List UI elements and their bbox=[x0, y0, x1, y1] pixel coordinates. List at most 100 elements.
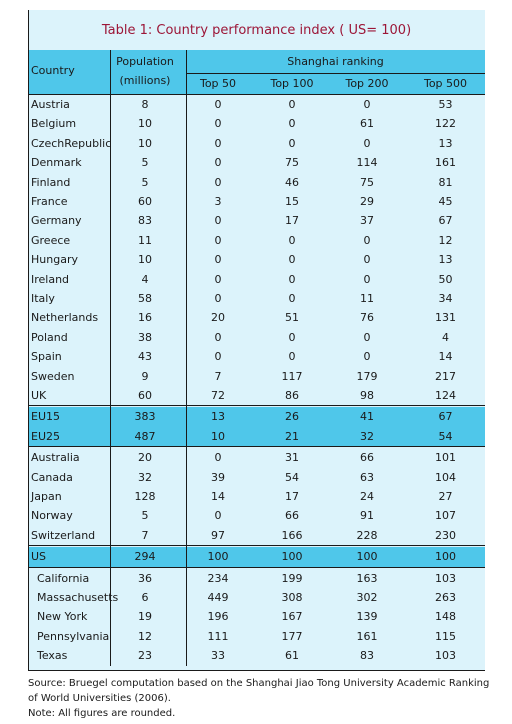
cell-top100: 0 bbox=[288, 292, 296, 305]
cell-top200: 24 bbox=[360, 490, 374, 503]
cell-top50: 13 bbox=[211, 410, 225, 424]
header-rule bbox=[29, 94, 485, 95]
cell-top500: 101 bbox=[435, 451, 456, 465]
cell-top500: 12 bbox=[438, 233, 453, 247]
column-rule bbox=[186, 50, 187, 666]
cell-name: Massachusetts bbox=[37, 591, 119, 604]
cell-top50: 0 bbox=[214, 98, 222, 111]
cell-top500: 13 bbox=[438, 253, 453, 267]
table-row: Canada 32 39 54 63 104 bbox=[29, 468, 485, 487]
cell-name: US bbox=[31, 550, 47, 564]
cell-top50: 196 bbox=[207, 610, 229, 624]
cell-name: Ireland bbox=[31, 272, 70, 286]
header-top100: Top 100 bbox=[270, 77, 314, 90]
cell-name: Italy bbox=[31, 292, 55, 305]
table-row: Austria 8 0 0 0 53 bbox=[29, 95, 485, 114]
header-shanghai-ranking: Shanghai ranking bbox=[287, 55, 384, 68]
cell-top500: 131 bbox=[435, 311, 456, 325]
table-row: Poland 38 0 0 0 4 bbox=[29, 328, 485, 347]
source-note: Source: Bruegel computation based on the… bbox=[28, 678, 490, 704]
cell-top50: 0 bbox=[214, 350, 222, 364]
cell-top200: 32 bbox=[360, 429, 374, 443]
table-row: Pennsylvania 12 111 177 161 115 bbox=[29, 627, 485, 646]
table-row: Finland 5 0 46 75 81 bbox=[29, 173, 485, 192]
table-row: Denmark 5 0 75 114 161 bbox=[29, 153, 485, 172]
cell-population: 19 bbox=[138, 610, 152, 624]
cell-top50: 97 bbox=[211, 528, 225, 542]
cell-population: 16 bbox=[138, 311, 152, 325]
cell-top100: 0 bbox=[288, 98, 296, 111]
cell-name: France bbox=[31, 195, 68, 208]
cell-top200: 0 bbox=[363, 350, 371, 364]
cell-top200: 0 bbox=[363, 253, 371, 267]
cell-name: Norway bbox=[31, 509, 73, 523]
cell-population: 9 bbox=[141, 369, 149, 383]
cell-top100: 100 bbox=[281, 550, 303, 564]
cell-top50: 7 bbox=[214, 369, 222, 383]
cell-top500: 161 bbox=[435, 156, 456, 170]
cell-top500: 67 bbox=[438, 214, 453, 228]
table-row: Ireland 4 0 0 0 50 bbox=[29, 270, 485, 289]
cell-name: Germany bbox=[31, 214, 82, 228]
cell-top500: 104 bbox=[435, 470, 456, 484]
cell-population: 6 bbox=[141, 591, 149, 604]
table-row: Greece 11 0 0 0 12 bbox=[29, 231, 485, 250]
cell-top100: 15 bbox=[285, 195, 299, 208]
cell-top100: 117 bbox=[281, 369, 303, 383]
cell-top200: 0 bbox=[363, 330, 371, 344]
cell-top500: 50 bbox=[438, 272, 453, 286]
cell-top200: 139 bbox=[356, 610, 378, 624]
cell-top200: 29 bbox=[360, 195, 374, 208]
cell-top100: 75 bbox=[285, 156, 299, 170]
cell-population: 5 bbox=[141, 509, 149, 523]
cell-top500: 53 bbox=[438, 98, 453, 111]
cell-population: 11 bbox=[138, 233, 152, 247]
header-band bbox=[29, 50, 485, 95]
cell-top100: 26 bbox=[285, 410, 299, 424]
cell-name: New York bbox=[37, 610, 88, 624]
header-population-label: Population bbox=[116, 55, 174, 68]
cell-top200: 114 bbox=[356, 156, 378, 170]
cell-name: Japan bbox=[31, 490, 62, 503]
table-row: EU15 383 13 26 41 67 bbox=[29, 407, 485, 426]
cell-top100: 17 bbox=[285, 490, 299, 503]
cell-top100: 0 bbox=[288, 330, 296, 344]
cell-top100: 0 bbox=[288, 117, 296, 131]
cell-top50: 0 bbox=[214, 117, 222, 131]
cell-top100: 51 bbox=[285, 311, 299, 325]
cell-top200: 91 bbox=[360, 509, 374, 523]
cell-top50: 20 bbox=[211, 311, 225, 325]
cell-population: 5 bbox=[141, 156, 149, 170]
cell-top100: 0 bbox=[288, 272, 296, 286]
cell-population: 383 bbox=[134, 410, 156, 424]
cell-top500: 34 bbox=[438, 292, 453, 305]
cell-population: 43 bbox=[138, 350, 152, 364]
cell-population: 32 bbox=[138, 470, 152, 484]
cell-top100: 167 bbox=[281, 610, 303, 624]
cell-top200: 179 bbox=[356, 369, 378, 383]
cell-top500: 103 bbox=[435, 571, 456, 585]
cell-name: Netherlands bbox=[31, 311, 99, 325]
cell-top50: 72 bbox=[211, 389, 225, 402]
cell-top500: 81 bbox=[438, 175, 453, 189]
rounding-note: Note: All figures are rounded. bbox=[28, 708, 176, 719]
cell-top500: 45 bbox=[438, 195, 453, 208]
cell-top500: 217 bbox=[435, 369, 456, 383]
cell-top200: 75 bbox=[360, 175, 374, 189]
cell-top50: 3 bbox=[214, 195, 222, 208]
cell-top50: 0 bbox=[214, 451, 222, 465]
header-country: Country bbox=[31, 64, 75, 77]
cell-name: Switzerland bbox=[31, 528, 96, 542]
cell-top500: 100 bbox=[435, 550, 456, 564]
cell-population: 128 bbox=[134, 490, 156, 503]
cell-top200: 11 bbox=[360, 292, 374, 305]
cell-name: Hungary bbox=[31, 253, 78, 267]
cell-name: Spain bbox=[31, 350, 62, 364]
bottom-rule bbox=[28, 670, 485, 671]
cell-top200: 61 bbox=[360, 117, 374, 131]
table-row: France 60 3 15 29 45 bbox=[29, 192, 485, 211]
table-row: Japan 128 14 17 24 27 bbox=[29, 487, 485, 506]
cell-top50: 0 bbox=[214, 292, 222, 305]
cell-top100: 86 bbox=[285, 389, 299, 402]
cell-top200: 0 bbox=[363, 233, 371, 247]
